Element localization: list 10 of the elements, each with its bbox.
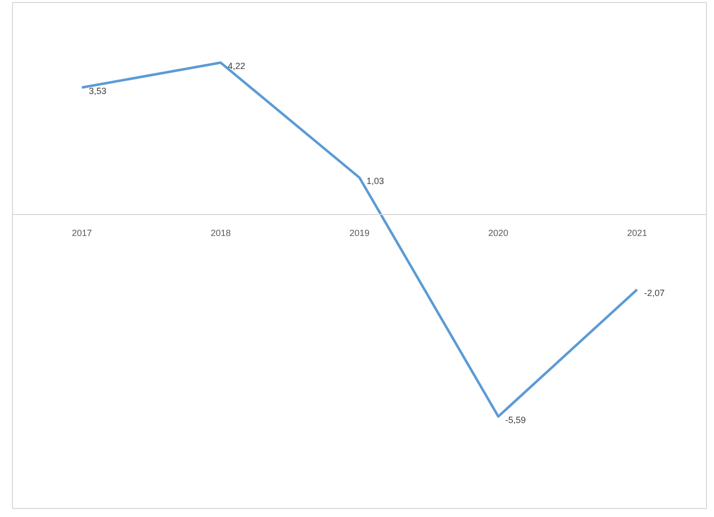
x-tick-label: 2021 <box>627 228 648 238</box>
x-tick-label: 2018 <box>210 228 231 238</box>
data-label: 1,03 <box>366 176 384 186</box>
data-label: -2,07 <box>644 288 665 298</box>
x-tick-label: 2017 <box>72 228 92 238</box>
x-tick-label: 2019 <box>349 228 370 238</box>
x-tick-label: 2020 <box>488 228 508 238</box>
data-label: 3,53 <box>88 86 106 96</box>
data-label: 4,22 <box>228 61 246 72</box>
data-label: -5,59 <box>505 415 526 425</box>
